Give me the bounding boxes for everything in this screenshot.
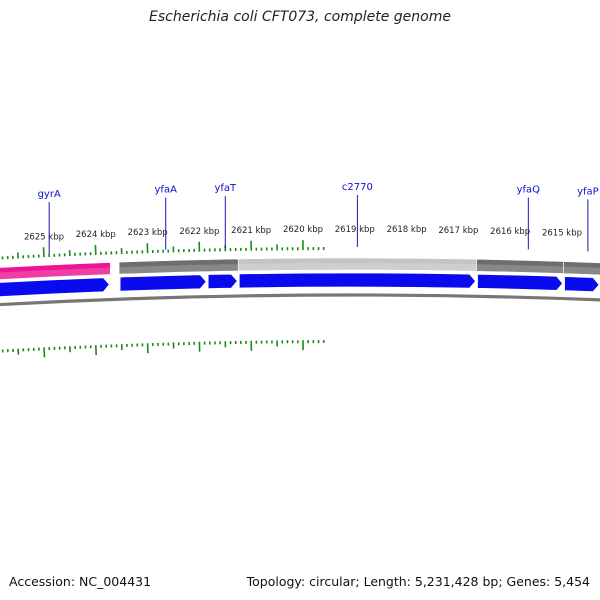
genome-summary-text: Topology: circular; Length: 5,231,428 bp… <box>246 574 590 589</box>
scale-label: 2617 kbp <box>438 226 478 236</box>
gene-label: gyrA <box>38 189 61 200</box>
gene-label: yfaT <box>214 183 237 194</box>
feature-shade <box>119 263 239 275</box>
accession-text: Accession: NC_004431 <box>9 574 152 589</box>
cds-arrow <box>207 273 238 289</box>
feature-segment <box>0 262 111 280</box>
cds-arrow <box>0 277 110 297</box>
cds-arrow <box>238 272 476 289</box>
scale-label: 2619 kbp <box>335 225 375 235</box>
feature-segment <box>563 261 600 276</box>
scale-label: 2623 kbp <box>128 228 168 238</box>
gene-label: yfaA <box>155 185 178 196</box>
scale-label: 2620 kbp <box>283 225 323 235</box>
inner-tick-ring <box>1 340 325 358</box>
outer-tick-ring <box>1 240 325 260</box>
cds-arrow <box>477 273 564 291</box>
scale-labels: 2625 kbp 2624 kbp 2623 kbp 2622 kbp 2621 kbp… <box>24 225 582 242</box>
backbone-line <box>0 293 600 307</box>
backbone-ring <box>0 293 600 307</box>
scale-label: 2625 kbp <box>24 232 64 242</box>
feature-shade <box>238 263 477 272</box>
scale-label: 2624 kbp <box>76 230 116 240</box>
scale-label: 2616 kbp <box>490 227 530 237</box>
scale-label: 2615 kbp <box>542 228 582 238</box>
feature-shade <box>476 264 564 274</box>
gene-label: c2770 <box>342 182 373 193</box>
scale-label: 2622 kbp <box>179 227 219 237</box>
feature-shade <box>563 266 600 275</box>
gene-label: yfaP <box>577 186 599 197</box>
cds-arrow <box>564 276 600 292</box>
gene-label: yfaQ <box>517 184 541 195</box>
feature-shade <box>0 267 111 280</box>
scale-label: 2618 kbp <box>387 225 427 235</box>
map-title: Escherichia coli CFT073, complete genome <box>149 9 451 25</box>
feature-track <box>0 257 600 280</box>
cds-arrow <box>119 274 207 292</box>
gene-labels: gyrA yfaA yfaT c2770 yfaQ yfaP <box>38 182 599 255</box>
cds-track <box>0 272 600 297</box>
scale-label: 2621 kbp <box>231 226 271 236</box>
